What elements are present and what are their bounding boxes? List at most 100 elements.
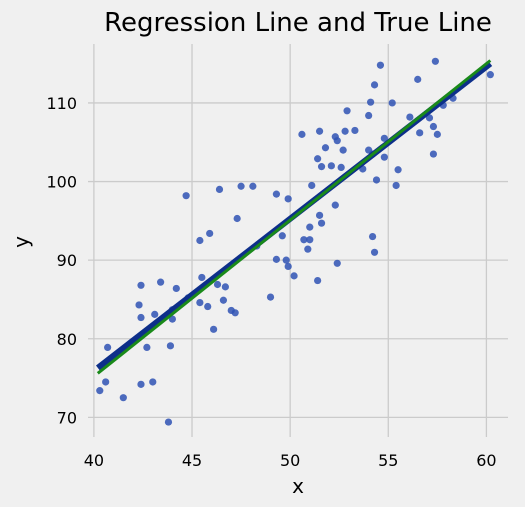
data-point (96, 387, 104, 395)
x-tick-label: 55 (378, 451, 398, 470)
data-point (367, 98, 375, 106)
data-point (266, 293, 275, 301)
data-point (300, 236, 308, 244)
y-tick-label: 110 (46, 94, 77, 113)
data-point (433, 130, 441, 138)
data-point (306, 223, 314, 231)
data-point (284, 195, 292, 203)
data-point (290, 272, 298, 280)
data-point (196, 298, 204, 307)
data-point (376, 61, 385, 69)
data-point (370, 81, 379, 89)
data-point (149, 378, 157, 386)
data-point (249, 182, 257, 190)
data-point (164, 418, 173, 426)
data-point (215, 185, 224, 194)
data-point (137, 313, 145, 322)
x-axis-label: x (292, 474, 304, 498)
x-tick-label: 40 (84, 451, 104, 470)
data-point (284, 262, 292, 271)
data-point (425, 114, 434, 122)
y-tick-label: 80 (57, 330, 77, 349)
data-point (304, 245, 312, 253)
data-point (231, 309, 239, 317)
data-point (278, 232, 286, 240)
y-tick-label: 70 (57, 408, 77, 427)
data-point (119, 394, 127, 402)
data-point (406, 113, 414, 121)
y-axis-label: y (9, 236, 33, 248)
data-point (196, 236, 204, 245)
data-point (182, 192, 190, 200)
fit-lines (95, 59, 493, 375)
data-point (168, 315, 176, 323)
data-point (392, 181, 400, 190)
data-point (102, 378, 110, 386)
data-point (213, 280, 222, 289)
data-point (157, 278, 165, 286)
data-point (306, 236, 314, 244)
data-point (314, 155, 322, 163)
data-point (198, 273, 206, 282)
data-point (143, 343, 151, 351)
data-point (365, 111, 373, 120)
data-point (429, 122, 438, 131)
data-points (96, 57, 494, 426)
data-point (308, 181, 316, 190)
data-point (233, 214, 241, 223)
data-point (337, 163, 345, 172)
data-point (221, 283, 229, 291)
data-point (237, 182, 245, 190)
data-point (368, 232, 377, 241)
data-point (104, 343, 112, 351)
data-point (343, 107, 351, 115)
data-point (380, 153, 388, 161)
data-point (333, 137, 341, 145)
data-point (321, 144, 330, 152)
data-point (429, 150, 438, 158)
y-tick-label: 90 (57, 251, 77, 270)
data-point (486, 71, 494, 79)
data-point (327, 162, 335, 170)
data-point (219, 296, 228, 304)
data-point (272, 190, 281, 198)
data-point (431, 57, 439, 65)
data-point (210, 325, 218, 333)
data-point (380, 134, 388, 142)
data-point (315, 127, 324, 135)
x-tick-label: 45 (182, 451, 202, 470)
data-point (339, 146, 347, 154)
data-point (341, 127, 349, 135)
data-point (206, 229, 214, 238)
x-tick-label: 50 (280, 451, 300, 470)
data-point (315, 211, 324, 219)
data-point (204, 302, 212, 311)
tick-labels: 40 45 50 55 60 70 80 90 100 110 (46, 94, 496, 470)
data-point (333, 259, 341, 267)
data-point (137, 281, 145, 289)
data-point (394, 166, 402, 174)
data-point (370, 248, 379, 256)
data-point (414, 75, 422, 83)
data-point (314, 276, 322, 285)
data-point (298, 130, 306, 138)
data-point (137, 380, 145, 388)
data-point (135, 301, 143, 309)
true-line (96, 59, 492, 375)
data-point (272, 255, 281, 263)
data-point (372, 176, 381, 184)
data-point (151, 310, 159, 318)
data-point (388, 99, 396, 107)
chart-title: Regression Line and True Line (104, 8, 492, 38)
data-point (317, 219, 326, 227)
x-tick-label: 60 (476, 451, 496, 470)
data-point (317, 163, 326, 171)
data-point (331, 201, 339, 209)
data-point (351, 126, 359, 135)
y-tick-label: 100 (46, 173, 77, 192)
data-point (172, 284, 180, 293)
data-point (166, 342, 175, 350)
data-point (282, 256, 290, 264)
